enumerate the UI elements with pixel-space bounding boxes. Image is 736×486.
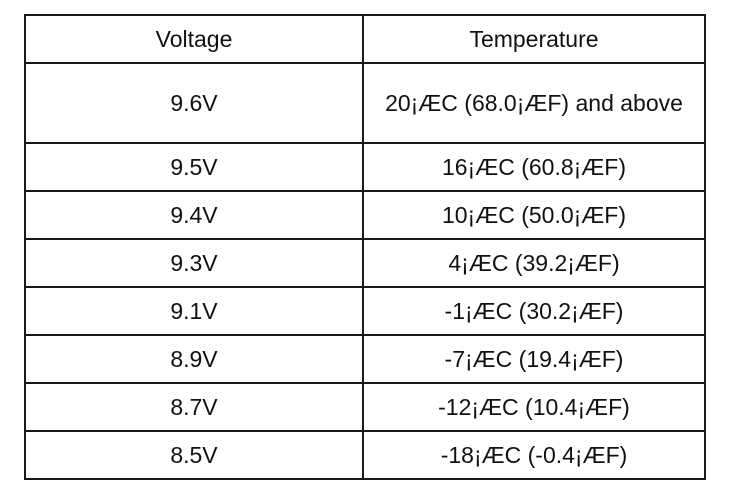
temperature-cell: -12¡ÆC (10.4¡ÆF) bbox=[362, 382, 706, 432]
table-row: 8.7V -12¡ÆC (10.4¡ÆF) bbox=[24, 382, 706, 432]
header-voltage: Voltage bbox=[24, 14, 364, 64]
temperature-cell: 20¡ÆC (68.0¡ÆF) and above bbox=[362, 62, 706, 144]
table-row: 9.3V 4¡ÆC (39.2¡ÆF) bbox=[24, 238, 706, 288]
voltage-cell: 9.1V bbox=[24, 286, 364, 336]
table-row: 8.5V -18¡ÆC (-0.4¡ÆF) bbox=[24, 430, 706, 480]
temperature-cell: -7¡ÆC (19.4¡ÆF) bbox=[362, 334, 706, 384]
header-temperature: Temperature bbox=[362, 14, 706, 64]
voltage-temperature-table-container: Voltage Temperature 9.6V 20¡ÆC (68.0¡ÆF)… bbox=[24, 14, 706, 480]
temperature-cell: -1¡ÆC (30.2¡ÆF) bbox=[362, 286, 706, 336]
voltage-cell: 9.6V bbox=[24, 62, 364, 144]
table-row: 9.6V 20¡ÆC (68.0¡ÆF) and above bbox=[24, 62, 706, 144]
temperature-cell: 10¡ÆC (50.0¡ÆF) bbox=[362, 190, 706, 240]
table-row: 8.9V -7¡ÆC (19.4¡ÆF) bbox=[24, 334, 706, 384]
voltage-cell: 8.9V bbox=[24, 334, 364, 384]
voltage-cell: 8.5V bbox=[24, 430, 364, 480]
table-row: 9.4V 10¡ÆC (50.0¡ÆF) bbox=[24, 190, 706, 240]
table-row: 9.1V -1¡ÆC (30.2¡ÆF) bbox=[24, 286, 706, 336]
voltage-cell: 8.7V bbox=[24, 382, 364, 432]
voltage-cell: 9.5V bbox=[24, 142, 364, 192]
temperature-cell: 16¡ÆC (60.8¡ÆF) bbox=[362, 142, 706, 192]
voltage-cell: 9.3V bbox=[24, 238, 364, 288]
voltage-temperature-table: Voltage Temperature 9.6V 20¡ÆC (68.0¡ÆF)… bbox=[24, 14, 706, 480]
header-row: Voltage Temperature bbox=[24, 14, 706, 64]
table-row: 9.5V 16¡ÆC (60.8¡ÆF) bbox=[24, 142, 706, 192]
voltage-cell: 9.4V bbox=[24, 190, 364, 240]
temperature-cell: -18¡ÆC (-0.4¡ÆF) bbox=[362, 430, 706, 480]
temperature-cell: 4¡ÆC (39.2¡ÆF) bbox=[362, 238, 706, 288]
